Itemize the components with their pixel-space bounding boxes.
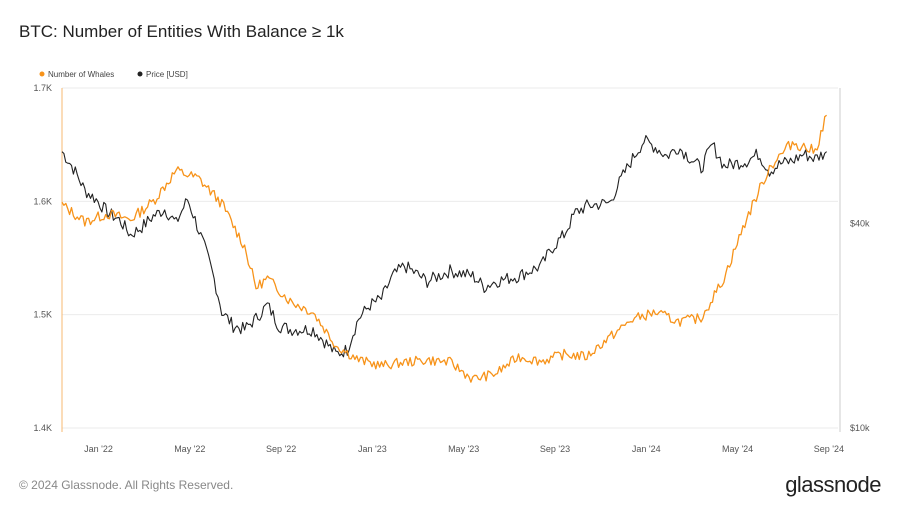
y-left-tick-label: 1.6K — [33, 196, 52, 206]
x-tick-label: May '23 — [448, 444, 479, 454]
x-tick-label: Jan '24 — [632, 444, 661, 454]
y-axis-right: $10k $40k — [850, 218, 870, 433]
legend-swatch-whales — [39, 71, 45, 77]
gridlines — [62, 87, 838, 429]
y-axis-left: 1.4K 1.5K 1.6K 1.7K — [33, 83, 52, 433]
x-axis: Jan '22 May '22 Sep '22 Jan '23 May '23 Sep '… — [84, 444, 844, 454]
chart-title: BTC: Number of Entities With Balance ≥ 1… — [19, 22, 344, 41]
x-tick-label: May '24 — [722, 444, 753, 454]
y-left-tick-label: 1.7K — [33, 83, 52, 93]
legend-swatch-price — [137, 71, 143, 77]
x-tick-label: Sep '22 — [266, 444, 296, 454]
y-left-tick-label: 1.5K — [33, 310, 52, 320]
y-left-tick-label: 1.4K — [33, 423, 52, 433]
x-tick-label: Sep '24 — [814, 444, 844, 454]
x-tick-label: Sep '23 — [540, 444, 570, 454]
legend-label-whales: Number of Whales — [48, 70, 114, 79]
y-right-tick-label: $40k — [850, 218, 870, 228]
copyright-text: © 2024 Glassnode. All Rights Reserved. — [19, 478, 234, 492]
x-tick-label: May '22 — [174, 444, 205, 454]
price-line — [61, 134, 827, 358]
legend: Number of Whales Price [USD] — [39, 70, 188, 79]
legend-label-price: Price [USD] — [146, 70, 188, 79]
brand-logo: glassnode — [785, 472, 881, 497]
x-tick-label: Jan '23 — [358, 444, 387, 454]
whales-line — [61, 114, 828, 383]
y-right-tick-label: $10k — [850, 423, 870, 433]
series-group — [61, 114, 828, 383]
x-tick-label: Jan '22 — [84, 444, 113, 454]
